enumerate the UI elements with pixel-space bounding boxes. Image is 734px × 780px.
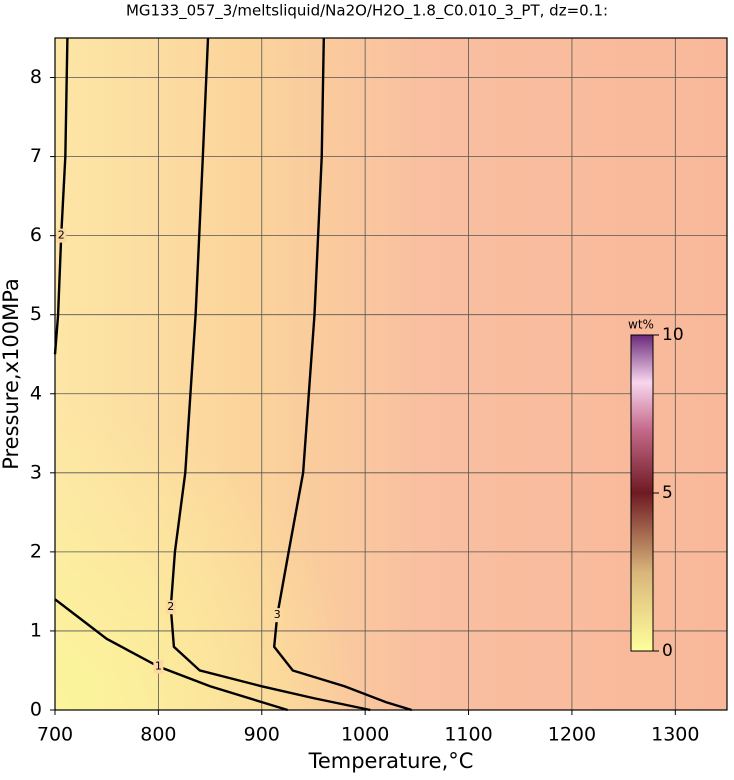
contour-label: 2 (58, 229, 65, 242)
contour-label-bg (153, 659, 164, 674)
x-tick-label: 1200 (548, 724, 596, 746)
contour-label: 3 (274, 608, 281, 621)
y-tick-label: 2 (30, 540, 42, 562)
colorbar (630, 334, 654, 652)
x-tick-label: 1100 (444, 724, 492, 746)
y-tick-label: 5 (30, 303, 42, 325)
y-tick-label: 7 (30, 145, 42, 167)
contour-label: 2 (167, 600, 174, 613)
chart-title: MG133_057_3/meltsliquid/Na2O/H2O_1.8_C0.… (126, 2, 608, 21)
y-tick-label: 1 (30, 619, 42, 641)
field-glow (55, 38, 727, 710)
x-tick-label: 1000 (341, 724, 389, 746)
x-tick-label: 800 (140, 724, 176, 746)
x-tick-label: 700 (37, 724, 73, 746)
x-axis-label: Temperature,°C (308, 749, 474, 773)
y-axis-label: Pressure,x100MPa (0, 278, 23, 470)
contour-label-bg (272, 608, 283, 623)
colorbar-tick-label: 5 (662, 483, 673, 503)
frame (54, 37, 728, 711)
colorbar-label: wt% (628, 318, 654, 332)
y-tick-label: 6 (30, 224, 42, 246)
x-tick-label: 900 (244, 724, 280, 746)
contour-label: 1 (155, 660, 162, 673)
contour-label-bg (56, 228, 67, 243)
contour-label-bg (165, 600, 176, 615)
colorbar-tick-label: 10 (662, 325, 684, 345)
y-tick-label: 8 (30, 66, 42, 88)
x-tick-label: 1300 (651, 724, 699, 746)
y-tick-label: 0 (30, 699, 42, 721)
y-tick-label: 3 (30, 461, 42, 483)
colorbar-tick-label: 0 (662, 641, 673, 661)
y-tick-label: 4 (30, 382, 42, 404)
